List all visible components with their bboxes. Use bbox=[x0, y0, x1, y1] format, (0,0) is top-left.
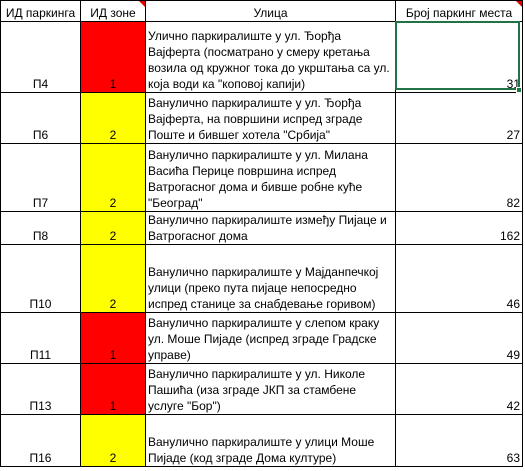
header-cell[interactable]: Број паркинг места bbox=[395, 0, 523, 22]
table-body: П4 1 Улично паркиралиште у ул. Ђорђа Вајфе… bbox=[0, 21, 523, 467]
parking-spaces[interactable]: 46 bbox=[395, 244, 523, 313]
zone-id[interactable]: 2 bbox=[80, 92, 146, 144]
street[interactable]: Ванулично паркиралиште у улици Моше Пија… bbox=[145, 414, 396, 467]
table-row: П13 1 Ванулично паркиралиште у ул. Николе … bbox=[0, 363, 523, 415]
zone-id[interactable]: 1 bbox=[80, 312, 146, 364]
zone-id[interactable]: 2 bbox=[80, 211, 146, 245]
street[interactable]: Ванулично паркиралиште у ул. Ђорђа Вајфе… bbox=[145, 92, 396, 144]
fill-handle bbox=[516, 87, 522, 93]
header-cell[interactable]: ИД зоне bbox=[80, 0, 146, 22]
parking-id[interactable]: П8 bbox=[0, 211, 81, 245]
parking-spaces[interactable]: 42 bbox=[395, 363, 523, 415]
header-row: ИД паркинга ИД зоне Улица Број паркинг мест… bbox=[0, 0, 523, 22]
street[interactable]: Ванулично паркиралиште у слепом краку ул… bbox=[145, 312, 396, 364]
parking-id[interactable]: П6 bbox=[0, 92, 81, 144]
street[interactable]: Улично паркиралиште у ул. Ђорђа Вајферта… bbox=[145, 21, 396, 93]
header-cell[interactable]: ИД паркинга bbox=[0, 0, 81, 22]
header-cell[interactable]: Улица bbox=[145, 0, 396, 22]
table-row: П16 2 Ванулично паркиралиште у улици Моше … bbox=[0, 414, 523, 467]
parking-id[interactable]: П4 bbox=[0, 21, 81, 93]
zone-id[interactable]: 1 bbox=[80, 21, 146, 93]
table-row: П11 1 Ванулично паркиралиште у слепом крак… bbox=[0, 312, 523, 364]
parking-id[interactable]: П13 bbox=[0, 363, 81, 415]
parking-id[interactable]: П11 bbox=[0, 312, 81, 364]
table-row: П8 2 Ванулично паркиралиште између Пијаце … bbox=[0, 211, 523, 245]
parking-spaces[interactable]: 49 bbox=[395, 312, 523, 364]
parking-spaces[interactable]: 162 bbox=[395, 211, 523, 245]
zone-id[interactable]: 2 bbox=[80, 244, 146, 313]
street[interactable]: Ванулично паркиралиште у ул. Милана Васи… bbox=[145, 143, 396, 212]
zone-id[interactable]: 1 bbox=[80, 363, 146, 415]
parking-id[interactable]: П7 bbox=[0, 143, 81, 212]
parking-id[interactable]: П16 bbox=[0, 414, 81, 467]
table-row: П7 2 Ванулично паркиралиште у ул. Милана В… bbox=[0, 143, 523, 212]
table-row: П6 2 Ванулично паркиралиште у ул. Ђорђа Ва… bbox=[0, 92, 523, 144]
zone-id[interactable]: 2 bbox=[80, 143, 146, 212]
street[interactable]: Ванулично паркиралиште између Пијаце и В… bbox=[145, 211, 396, 245]
zone-id[interactable]: 2 bbox=[80, 414, 146, 467]
street[interactable]: Ванулично паркиралиште у Мајданпечкој ул… bbox=[145, 244, 396, 313]
table-row: П10 2 Ванулично паркиралиште у Мајданпечко… bbox=[0, 244, 523, 313]
parking-spaces[interactable]: 27 bbox=[395, 92, 523, 144]
parking-spaces[interactable]: 82 bbox=[395, 143, 523, 212]
comment-indicator bbox=[516, 1, 522, 7]
comment-indicator bbox=[139, 1, 145, 7]
street[interactable]: Ванулично паркиралиште у ул. Николе Паши… bbox=[145, 363, 396, 415]
table-row: П4 1 Улично паркиралиште у ул. Ђорђа Вајфе… bbox=[0, 21, 523, 93]
parking-id[interactable]: П10 bbox=[0, 244, 81, 313]
parking-spaces[interactable]: 63 bbox=[395, 414, 523, 467]
parking-spaces[interactable]: 31 bbox=[395, 21, 523, 93]
